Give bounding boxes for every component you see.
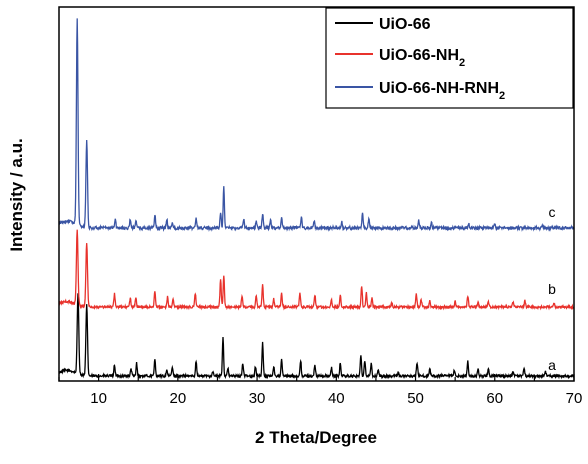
x-tick-label: 40 [328, 390, 345, 407]
legend: UiO-66 UiO-66-NH2 UiO-66-NH-RNH2 [325, 7, 574, 109]
y-axis-title: Intensity / a.u. [7, 138, 26, 251]
curve-labels: a b c [548, 204, 556, 373]
legend-label-uio66: UiO-66 [379, 16, 431, 33]
x-axis-title: 2 Theta/Degree [255, 428, 377, 447]
x-tick-label: 50 [407, 390, 424, 407]
x-axis-ticks: 10 20 30 40 50 60 70 [58, 374, 583, 407]
curve-label-a: a [548, 357, 556, 373]
series-line-a [58, 293, 575, 380]
legend-label-uio66-nh2: UiO-66-NH2 [379, 47, 465, 69]
x-tick-label: 30 [249, 390, 266, 407]
legend-label-uio66-nh-rnh2: UiO-66-NH-RNH2 [379, 80, 505, 102]
series-line-c [58, 18, 575, 232]
series-layer [58, 18, 575, 380]
x-tick-label: 20 [170, 390, 187, 407]
x-tick-label: 60 [486, 390, 503, 407]
curve-label-c: c [549, 204, 556, 220]
legend-box [325, 7, 574, 109]
x-tick-label: 70 [566, 390, 583, 407]
curve-label-b: b [548, 281, 556, 297]
x-tick-label: 10 [90, 390, 107, 407]
plot-frame [58, 6, 575, 382]
series-line-b [58, 229, 575, 311]
